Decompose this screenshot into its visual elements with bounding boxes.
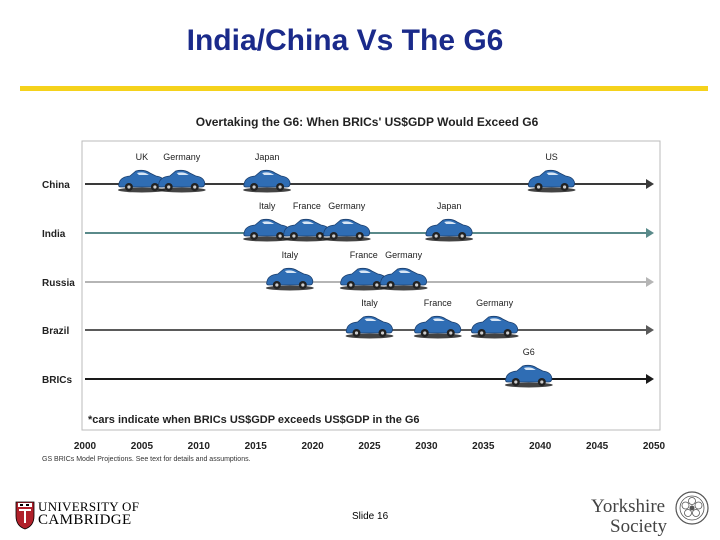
chart-source: GS BRICs Model Projections. See text for… [42, 456, 251, 463]
country-label: G6 [523, 347, 535, 357]
car-icon [527, 169, 576, 193]
x-tick-label: 2025 [358, 441, 381, 452]
row-arrow-head [646, 179, 654, 189]
x-tick-label: 2020 [301, 441, 324, 452]
slide-title: India/China Vs The G6 [186, 24, 504, 57]
car-icon [243, 218, 292, 242]
country-label: France [424, 298, 452, 308]
country-label: Japan [255, 152, 280, 162]
car-icon [425, 218, 474, 242]
slide-number: Slide 16 [352, 511, 389, 522]
car-icon [345, 315, 394, 339]
x-tick-label: 2010 [188, 441, 211, 452]
car-icon [470, 315, 519, 339]
country-label: Italy [282, 250, 299, 260]
society-name-line2: Society [610, 516, 667, 537]
university-crest-icon [15, 501, 35, 530]
country-label: Germany [476, 298, 514, 308]
x-tick-label: 2030 [415, 441, 438, 452]
row-label: BRICs [42, 375, 72, 386]
car-icon [157, 169, 206, 193]
car-icon [265, 267, 314, 291]
car-icon [322, 218, 371, 242]
car-icon [379, 267, 428, 291]
university-name-line1: UNIVERSITY OF [38, 499, 140, 514]
row-label: Russia [42, 278, 75, 289]
title-rule [20, 86, 708, 91]
country-label: Germany [328, 201, 366, 211]
yorkshire-rose-icon [675, 491, 709, 525]
timeline-row-russia: Russia Italy France Germany [42, 250, 654, 291]
country-label: Italy [259, 201, 276, 211]
country-label: Germany [385, 250, 423, 260]
row-arrow-head [646, 374, 654, 384]
car-icon [117, 169, 166, 193]
x-tick-label: 2000 [74, 441, 97, 452]
row-label: India [42, 229, 66, 240]
car-icon [504, 364, 553, 388]
society-name-line1: Yorkshire [591, 496, 666, 517]
country-label: France [293, 201, 321, 211]
row-label: Brazil [42, 326, 69, 337]
row-arrow-head [646, 325, 654, 335]
row-arrow-head [646, 277, 654, 287]
timeline-row-india: India Italy France Germany Japan [42, 201, 654, 242]
car-icon [413, 315, 462, 339]
row-arrow-head [646, 228, 654, 238]
car-icon [282, 218, 331, 242]
country-label: Japan [437, 201, 462, 211]
timeline-row-china: China UK Germany Japan US [42, 152, 654, 193]
university-name-line2: CAMBRIDGE [38, 512, 132, 528]
x-tick-label: 2015 [245, 441, 268, 452]
chart-title: Overtaking the G6: When BRICs' US$GDP Wo… [196, 115, 539, 129]
chart-note: *cars indicate when BRICs US$GDP exceeds… [88, 414, 420, 426]
car-icon [339, 267, 388, 291]
x-tick-label: 2050 [643, 441, 666, 452]
x-tick-label: 2005 [131, 441, 154, 452]
country-label: France [350, 250, 378, 260]
timeline-row-brazil: Brazil Italy France Germany [42, 298, 654, 339]
country-label: Germany [163, 152, 201, 162]
x-tick-label: 2035 [472, 441, 495, 452]
x-tick-label: 2045 [586, 441, 609, 452]
country-label: Italy [361, 298, 378, 308]
row-label: China [42, 180, 70, 191]
x-tick-label: 2040 [529, 441, 552, 452]
country-label: UK [136, 152, 149, 162]
car-icon [243, 169, 292, 193]
country-label: US [545, 152, 558, 162]
timeline-row-brics: BRICs G6 [42, 347, 654, 388]
